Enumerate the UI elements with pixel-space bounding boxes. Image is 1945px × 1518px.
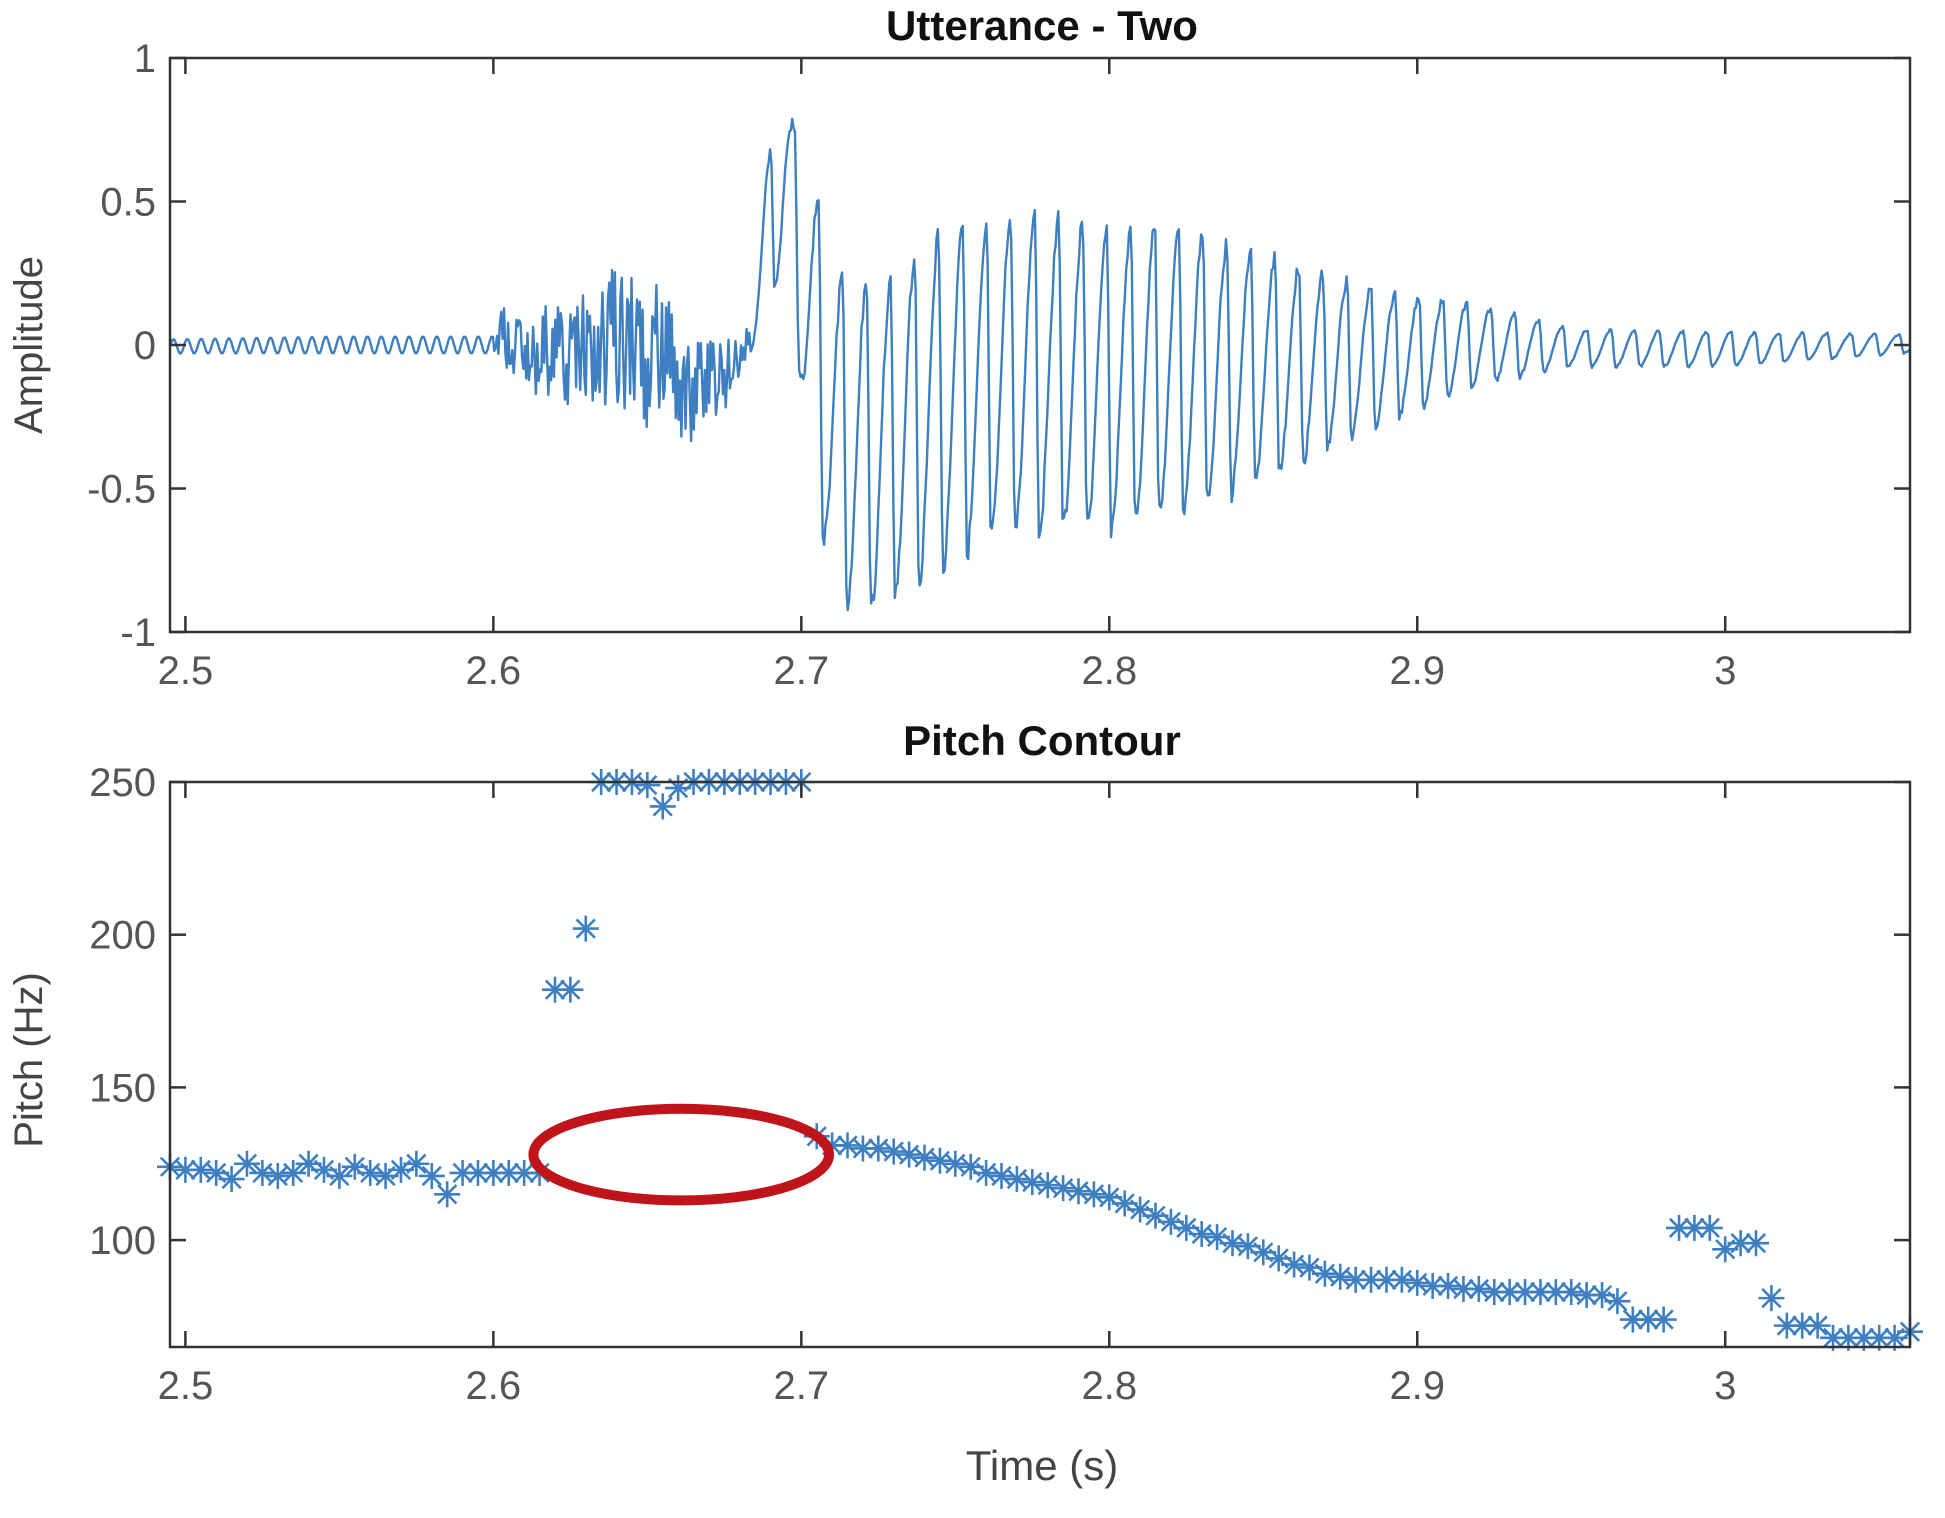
pitch-point bbox=[418, 1162, 445, 1189]
pitch-point bbox=[249, 1159, 276, 1186]
pitch-point bbox=[1065, 1178, 1092, 1205]
pitch-x-tick-label: 2.9 bbox=[1389, 1364, 1445, 1408]
pitch-point bbox=[1188, 1221, 1215, 1247]
pitch-point bbox=[973, 1159, 1000, 1186]
pitch-y-tick-label: 150 bbox=[89, 1066, 156, 1110]
amplitude-y-tick-label: -0.5 bbox=[87, 468, 156, 512]
pitch-point bbox=[449, 1159, 476, 1186]
amplitude-y-tick-label: 0 bbox=[134, 324, 156, 368]
amplitude-x-tick-label: 2.9 bbox=[1389, 649, 1445, 693]
pitch-point bbox=[1619, 1306, 1646, 1333]
amplitude-axes-box bbox=[168, 56, 1912, 634]
pitch-x-tick-label: 2.7 bbox=[774, 1364, 830, 1408]
pitch-point bbox=[1465, 1275, 1492, 1302]
pitch-point bbox=[988, 1162, 1015, 1189]
pitch-x-tick-label: 2.5 bbox=[158, 1364, 214, 1408]
pitch-point bbox=[434, 1181, 461, 1208]
pitch-point bbox=[1496, 1279, 1523, 1306]
pitch-y-ticks: 250 200 150 100 bbox=[89, 761, 1910, 1263]
pitch-point bbox=[233, 1150, 260, 1177]
pitch-point bbox=[1281, 1251, 1308, 1278]
pitch-point bbox=[634, 772, 661, 799]
pitch-point bbox=[218, 1166, 245, 1193]
pitch-xlabel: Time (s) bbox=[966, 1442, 1118, 1489]
pitch-point bbox=[172, 1156, 199, 1183]
pitch-point bbox=[834, 1132, 861, 1159]
pitch-point bbox=[280, 1159, 307, 1186]
pitch-points bbox=[157, 769, 1923, 1351]
pitch-point bbox=[1435, 1272, 1462, 1299]
amplitude-y-ticks: 1 0.5 0 -0.5 -1 bbox=[87, 37, 1910, 655]
pitch-point bbox=[495, 1159, 522, 1186]
pitch-point bbox=[1019, 1169, 1046, 1196]
pitch-point bbox=[1050, 1175, 1077, 1202]
pitch-point bbox=[1604, 1288, 1631, 1315]
amplitude-panel: Utterance - Two Amplitude 2.5 2.6 2.7 2.8 2.… bbox=[7, 2, 1912, 693]
pitch-point bbox=[1789, 1312, 1816, 1339]
amplitude-x-ticks: 2.5 2.6 2.7 2.8 2.9 3 bbox=[158, 58, 1736, 693]
pitch-ylabel: Pitch (Hz) bbox=[7, 972, 51, 1148]
pitch-point bbox=[942, 1150, 969, 1177]
pitch-point bbox=[1327, 1263, 1354, 1290]
pitch-point bbox=[849, 1135, 876, 1162]
amplitude-ylabel: Amplitude bbox=[7, 256, 51, 434]
pitch-x-tick-label: 3 bbox=[1714, 1364, 1736, 1408]
pitch-point bbox=[1388, 1266, 1415, 1293]
pitch-point bbox=[1481, 1279, 1508, 1306]
pitch-y-tick-label: 200 bbox=[89, 914, 156, 958]
pitch-point bbox=[187, 1156, 214, 1183]
amplitude-x-tick-label: 2.6 bbox=[466, 649, 522, 693]
pitch-point bbox=[1404, 1269, 1431, 1296]
pitch-point bbox=[1743, 1230, 1770, 1257]
pitch-point bbox=[1219, 1230, 1246, 1257]
pitch-point bbox=[541, 976, 568, 1003]
pitch-point bbox=[1003, 1166, 1030, 1193]
pitch-point bbox=[572, 915, 599, 942]
pitch-y-tick-label: 100 bbox=[89, 1219, 156, 1263]
amplitude-x-tick-label: 3 bbox=[1714, 649, 1736, 693]
pitch-x-tick-label: 2.6 bbox=[466, 1364, 522, 1408]
pitch-point bbox=[926, 1147, 953, 1174]
pitch-point bbox=[649, 793, 676, 820]
pitch-point bbox=[1758, 1285, 1785, 1312]
pitch-point bbox=[1034, 1172, 1061, 1199]
pitch-point bbox=[865, 1135, 892, 1162]
pitch-point bbox=[1804, 1312, 1831, 1339]
amplitude-x-tick-label: 2.7 bbox=[774, 649, 830, 693]
pitch-panel: Pitch Contour Pitch (Hz) Time (s) 2.5 2.6… bbox=[7, 717, 1923, 1489]
pitch-point bbox=[1080, 1181, 1107, 1208]
pitch-axes-box bbox=[168, 780, 1912, 1349]
pitch-point bbox=[1358, 1266, 1385, 1293]
pitch-x-ticks: 2.5 2.6 2.7 2.8 2.9 3 bbox=[158, 782, 1736, 1408]
amplitude-y-tick-label: -1 bbox=[120, 611, 156, 655]
pitch-y-tick-label: 250 bbox=[89, 761, 156, 805]
pitch-point bbox=[403, 1150, 430, 1177]
pitch-point bbox=[557, 976, 584, 1003]
pitch-point bbox=[326, 1162, 353, 1189]
pitch-point bbox=[264, 1162, 291, 1189]
pitch-title: Pitch Contour bbox=[903, 717, 1181, 764]
amplitude-x-tick-label: 2.8 bbox=[1081, 649, 1137, 693]
pitch-point bbox=[896, 1141, 923, 1168]
amplitude-y-tick-label: 0.5 bbox=[100, 181, 156, 225]
amplitude-x-tick-label: 2.5 bbox=[158, 649, 214, 693]
waveform-line bbox=[168, 117, 1911, 612]
pitch-point bbox=[880, 1138, 907, 1165]
pitch-x-tick-label: 2.8 bbox=[1081, 1364, 1137, 1408]
pitch-point bbox=[1311, 1260, 1338, 1287]
pitch-point bbox=[357, 1159, 384, 1186]
pitch-point bbox=[480, 1159, 507, 1186]
pitch-point bbox=[1650, 1306, 1677, 1333]
amplitude-title: Utterance - Two bbox=[886, 2, 1198, 49]
highlight-ellipse bbox=[528, 1103, 835, 1206]
pitch-point bbox=[1696, 1214, 1723, 1241]
pitch-point bbox=[1558, 1279, 1585, 1306]
amplitude-y-tick-label: 1 bbox=[134, 37, 156, 81]
pitch-point bbox=[911, 1144, 938, 1171]
